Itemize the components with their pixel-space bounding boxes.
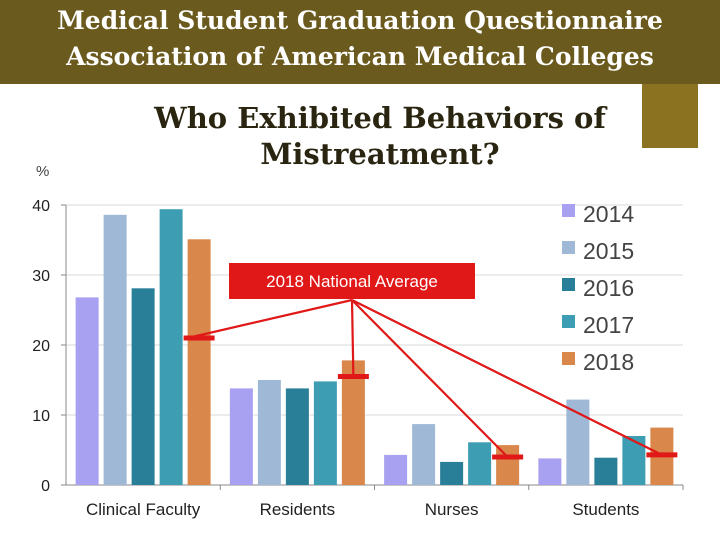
callout-line: [350, 299, 355, 377]
legend-label: 2015: [583, 238, 634, 264]
national-average-label: 2018 National Average: [266, 272, 438, 291]
header-subtitle: Association of American Medical Colleges: [66, 42, 654, 71]
bar: [187, 239, 211, 485]
legend-swatch: [562, 241, 575, 254]
chart-title: Who Exhibited Behaviors of Mistreatment?: [100, 100, 660, 172]
bar: [384, 454, 408, 485]
y-axis-label: %: [36, 163, 50, 180]
bar: [594, 457, 618, 485]
x-tick-label: Nurses: [425, 500, 479, 519]
legend-label: 2018: [583, 349, 634, 375]
bar: [313, 381, 337, 485]
legend-swatch: [562, 315, 575, 328]
y-tick-label: 20: [32, 338, 50, 355]
bar: [131, 288, 155, 485]
callout-line: [351, 299, 663, 456]
callout-line: [187, 298, 353, 340]
bar: [622, 436, 646, 485]
y-tick-label: 0: [41, 478, 50, 495]
bar: [257, 380, 281, 485]
legend-label: 2017: [583, 312, 634, 338]
bar: [496, 445, 520, 485]
decorative-block: [642, 84, 698, 148]
chart-title-line-1: Who Exhibited Behaviors of: [154, 101, 606, 135]
national-average-label-box: [229, 263, 475, 299]
bar: [566, 399, 590, 485]
legend-label: 2014: [583, 201, 634, 227]
bar: [341, 360, 365, 485]
y-tick-label: 40: [32, 198, 50, 215]
bar: [412, 424, 436, 485]
x-tick-label: Clinical Faculty: [86, 500, 201, 519]
bar: [159, 209, 183, 485]
bar: [440, 461, 464, 485]
legend-swatch: [562, 278, 575, 291]
bar: [103, 214, 127, 486]
legend-swatch: [562, 352, 575, 365]
bar: [468, 442, 492, 485]
header-title: Medical Student Graduation Questionnaire: [57, 6, 663, 35]
legend-label: 2016: [583, 275, 634, 301]
header-banner: Medical Student Graduation Questionnaire…: [0, 0, 720, 84]
bar: [538, 458, 562, 485]
x-tick-label: Residents: [260, 500, 336, 519]
bar: [229, 388, 253, 485]
legend-swatch: [562, 204, 575, 217]
callout-line: [351, 299, 509, 458]
y-tick-label: 10: [32, 408, 50, 425]
chart-title-line-2: Mistreatment?: [260, 137, 500, 171]
y-tick-label: 30: [32, 268, 50, 285]
bar: [285, 388, 309, 485]
x-tick-label: Students: [572, 500, 639, 519]
bar: [75, 297, 99, 485]
